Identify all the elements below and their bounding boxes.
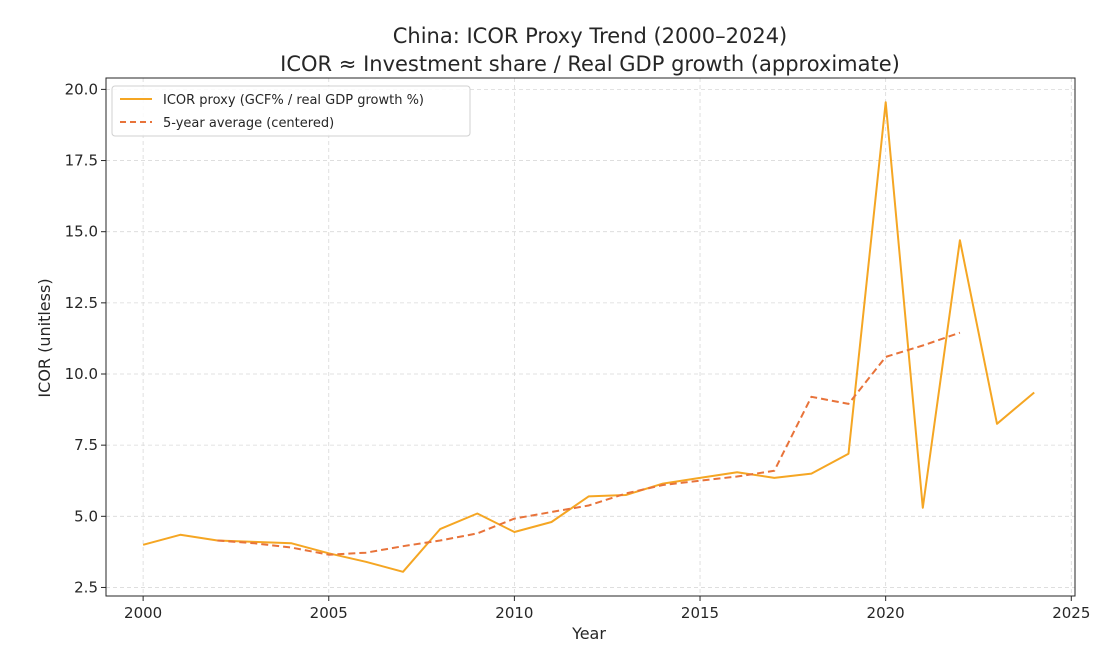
five-year-average-point	[216, 540, 218, 542]
five-year-average-point	[439, 540, 441, 542]
five-year-average-point	[588, 504, 590, 506]
y-tick-label: 17.5	[65, 152, 98, 170]
five-year-average-point	[922, 345, 924, 347]
five-year-average-point	[699, 480, 701, 482]
five-year-average-point	[513, 518, 515, 520]
y-tick-label: 2.5	[74, 578, 98, 596]
icor-proxy-point	[699, 477, 701, 479]
icor-proxy-point	[885, 101, 887, 103]
icor-proxy-point	[513, 531, 515, 533]
y-tick-label: 12.5	[65, 294, 98, 312]
plot-frame	[105, 77, 1076, 597]
icor-proxy-point	[588, 495, 590, 497]
y-tick-label: 10.0	[65, 365, 98, 383]
five-year-average-point	[551, 511, 553, 513]
five-year-average-point	[476, 532, 478, 534]
five-year-average-point	[885, 356, 887, 358]
x-axis-label: Year	[571, 624, 606, 643]
five-year-average-line	[217, 331, 961, 556]
five-year-average-point	[328, 554, 330, 556]
y-axis-label: ICOR (unitless)	[35, 278, 54, 397]
y-axis: 2.5 5.0 7.5 10.0 12.5 15.0 17.5 20.0	[65, 80, 106, 596]
icor-proxy-point	[476, 512, 478, 514]
five-year-average-point	[736, 475, 738, 477]
five-year-average-point	[810, 396, 812, 398]
y-tick-label: 7.5	[74, 436, 98, 454]
five-year-average-point	[773, 470, 775, 472]
chart-subtitle: ICOR ≈ Investment share / Real GDP growt…	[280, 52, 900, 76]
five-year-average-point	[625, 493, 627, 495]
x-axis: 2000 2005 2010 2015 2020 2025	[124, 596, 1090, 622]
icor-proxy-line	[142, 101, 1035, 573]
x-tick-label: 2005	[310, 604, 348, 622]
y-tick-label: 15.0	[65, 223, 98, 241]
x-tick-label: 2025	[1052, 604, 1090, 622]
icor-proxy-point	[848, 453, 850, 455]
icor-proxy-point	[551, 521, 553, 523]
icor-proxy-point	[142, 544, 144, 546]
five-year-average-point	[291, 547, 293, 549]
plot-area	[142, 101, 1035, 573]
grid-lines	[106, 78, 1075, 596]
icor-proxy-point	[922, 507, 924, 509]
x-tick-label: 2000	[124, 604, 162, 622]
icor-proxy-point	[1033, 392, 1035, 394]
y-tick-label: 5.0	[74, 507, 98, 525]
icor-proxy-point	[179, 534, 181, 536]
legend-box	[111, 85, 471, 137]
icor-proxy-point	[773, 477, 775, 479]
icor-proxy-point	[736, 471, 738, 473]
five-year-average-point	[254, 542, 256, 544]
icor-proxy-point	[996, 423, 998, 425]
legend-label-icor: ICOR proxy (GCF% / real GDP growth %)	[163, 93, 424, 108]
five-year-average-point	[365, 552, 367, 554]
x-tick-label: 2020	[867, 604, 905, 622]
icor-proxy-point	[810, 473, 812, 475]
x-tick-label: 2010	[495, 604, 533, 622]
legend: ICOR proxy (GCF% / real GDP growth %) 5-…	[111, 85, 471, 137]
icor-proxy-point	[402, 571, 404, 573]
y-tick-label: 20.0	[65, 80, 98, 98]
five-year-average-point	[848, 403, 850, 405]
five-year-average-point	[662, 484, 664, 486]
icor-proxy-point	[291, 542, 293, 544]
icor-proxy-point	[439, 528, 441, 530]
five-year-average-point	[959, 332, 961, 334]
five-year-average-point	[402, 545, 404, 547]
icor-proxy-point	[365, 561, 367, 563]
x-tick-label: 2015	[681, 604, 719, 622]
chart-title: China: ICOR Proxy Trend (2000–2024)	[393, 24, 788, 48]
icor-proxy-point	[959, 239, 961, 241]
legend-label-avg: 5-year average (centered)	[163, 116, 334, 131]
